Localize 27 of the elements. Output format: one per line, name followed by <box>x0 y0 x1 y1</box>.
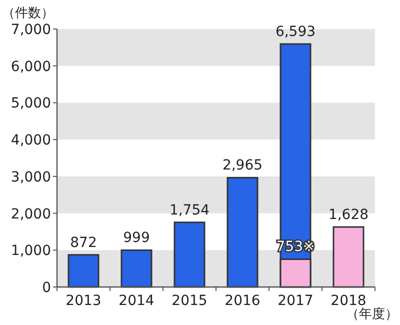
bar <box>174 222 206 288</box>
x-tick-label: 2018 <box>330 293 366 309</box>
x-tick-label: 2017 <box>278 293 314 309</box>
data-label: 1,754 <box>169 202 210 218</box>
y-tick-label: 0 <box>42 280 51 296</box>
y-tick-label: 1,000 <box>10 243 51 260</box>
y-axis-title: （件数） <box>2 6 54 21</box>
bar <box>332 226 364 288</box>
data-label: 2,965 <box>222 158 263 174</box>
data-label: 1,628 <box>328 206 369 223</box>
x-tick-label: 2013 <box>66 293 102 309</box>
x-axis-title: （年度） <box>346 306 398 322</box>
y-tick-label: 3,000 <box>10 169 51 186</box>
x-tick-label: 2015 <box>172 293 208 309</box>
bar <box>120 249 152 288</box>
y-tick-label: 4,000 <box>10 132 51 149</box>
x-tick-label: 2016 <box>224 293 260 309</box>
bar <box>226 176 258 288</box>
data-label: 872 <box>70 234 97 251</box>
data-label: 6,593 <box>275 24 316 40</box>
y-tick-label: 2,000 <box>10 206 51 222</box>
x-tick-label: 2014 <box>118 293 154 309</box>
y-tick-label: 7,000 <box>10 22 51 38</box>
y-tick-label: 6,000 <box>10 58 51 75</box>
y-tick-label: 5,000 <box>10 96 51 112</box>
data-label: 999 <box>123 230 150 246</box>
bar <box>68 254 100 288</box>
